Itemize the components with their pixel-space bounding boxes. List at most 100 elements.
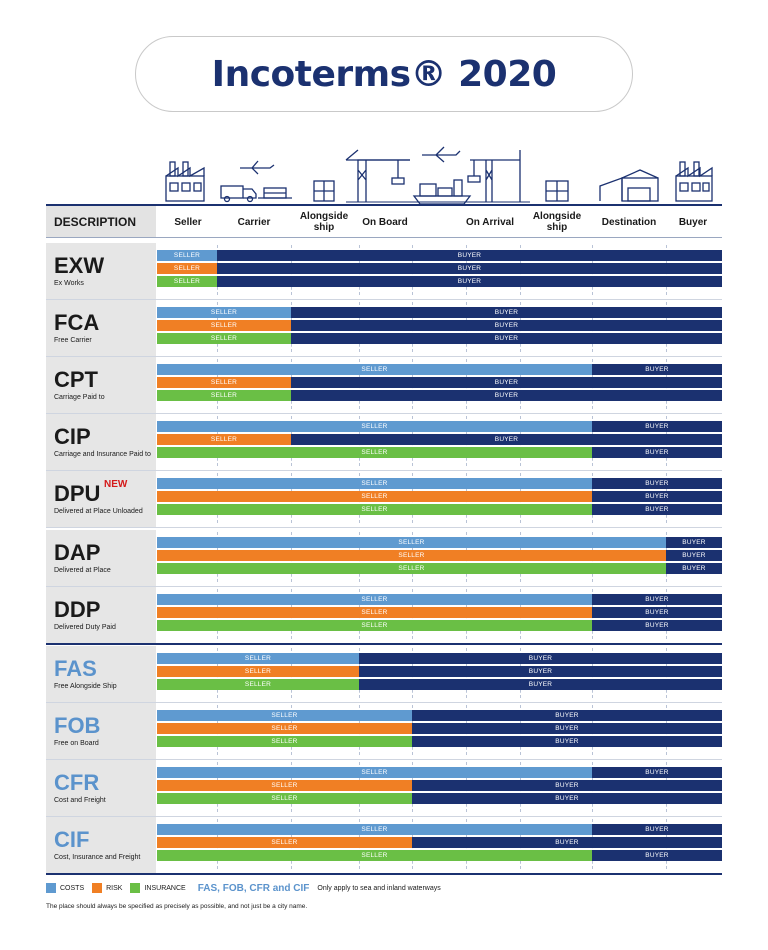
risk-seller-bar: SELLER <box>157 607 592 618</box>
costs-buyer-bar: BUYER <box>412 710 722 721</box>
column-seller: Seller <box>174 216 202 228</box>
risk-seller-bar: SELLER <box>157 377 291 388</box>
term-code: DDP <box>54 597 101 622</box>
term-full-name: Free on Board <box>54 740 99 747</box>
risk-buyer-bar: BUYER <box>217 263 722 274</box>
term-code: EXW <box>54 253 105 278</box>
costs-seller-bar: SELLER <box>157 767 592 778</box>
insurance-buyer-bar: BUYER <box>592 620 722 631</box>
costs-swatch <box>46 883 56 893</box>
insurance-seller-bar: SELLER <box>157 390 291 401</box>
sea-terms-divider <box>46 643 722 645</box>
costs-buyer-bar: BUYER <box>592 364 722 375</box>
risk-seller-bar: SELLER <box>157 837 412 848</box>
risk-seller-bar: SELLER <box>157 780 412 791</box>
insurance-seller-bar: SELLER <box>157 620 592 631</box>
column-alongside-ship: Alongside ship <box>299 211 349 233</box>
container-stack-icon <box>313 180 335 202</box>
row-separator <box>46 586 722 587</box>
costs-buyer-bar: BUYER <box>592 478 722 489</box>
risk-buyer-bar: BUYER <box>592 607 722 618</box>
risk-seller-bar: SELLER <box>157 550 666 561</box>
insurance-seller-bar: SELLER <box>157 276 217 287</box>
term-label-cell: FAS Free Alongside Ship <box>46 646 156 702</box>
costs-seller-bar: SELLER <box>157 710 412 721</box>
new-badge: NEW <box>104 479 128 490</box>
row-separator <box>46 413 722 414</box>
insurance-seller-bar: SELLER <box>157 850 592 861</box>
term-label-cell: DPU NEW Delivered at Place Unloaded <box>46 471 156 527</box>
logistics-illustration <box>165 146 713 204</box>
column-destination: Destination <box>601 216 657 228</box>
term-code: CPT <box>54 367 98 392</box>
costs-buyer-bar: BUYER <box>592 824 722 835</box>
insurance-seller-bar: SELLER <box>157 563 666 574</box>
term-full-name: Delivered at Place Unloaded <box>54 508 143 515</box>
factory-icon <box>165 161 205 202</box>
insurance-buyer-bar: BUYER <box>592 447 722 458</box>
costs-seller-bar: SELLER <box>157 594 592 605</box>
risk-seller-bar: SELLER <box>157 666 359 677</box>
term-label-cell: CIF Cost, Insurance and Freight <box>46 817 156 873</box>
insurance-buyer-bar: BUYER <box>291 333 722 344</box>
table-bottom-border <box>46 873 722 875</box>
risk-buyer-bar: BUYER <box>291 377 722 388</box>
costs-seller-bar: SELLER <box>157 824 592 835</box>
row-separator <box>46 470 722 471</box>
costs-seller-bar: SELLER <box>157 537 666 548</box>
warehouse-icon <box>599 169 659 202</box>
risk-buyer-bar: BUYER <box>291 320 722 331</box>
column-buyer: Buyer <box>678 216 708 228</box>
risk-buyer-bar: BUYER <box>592 491 722 502</box>
term-row-cfr: CFR Cost and Freight SELLER BUYER SELLER BUYE… <box>46 760 722 816</box>
risk-seller-bar: SELLER <box>157 723 412 734</box>
risk-buyer-bar: BUYER <box>291 434 722 445</box>
term-label-cell: EXW Ex Works <box>46 243 156 299</box>
insurance-seller-bar: SELLER <box>157 333 291 344</box>
legend-insurance: INSURANCE <box>130 883 186 893</box>
insurance-buyer-bar: BUYER <box>412 736 722 747</box>
term-label-cell: CFR Cost and Freight <box>46 760 156 816</box>
costs-seller-bar: SELLER <box>157 478 592 489</box>
risk-buyer-bar: BUYER <box>666 550 722 561</box>
term-code: CIP <box>54 424 91 449</box>
term-code: DPU <box>54 481 101 506</box>
crane-icon <box>345 149 410 202</box>
term-row-cip: CIP Carriage and Insurance Paid to SELLER B… <box>46 414 722 470</box>
costs-buyer-bar: BUYER <box>666 537 722 548</box>
term-row-fas: FAS Free Alongside Ship SELLER BUYER SELLER B… <box>46 646 722 702</box>
row-separator <box>46 759 722 760</box>
term-full-name: Ex Works <box>54 280 84 287</box>
term-row-fob: FOB Free on Board SELLER BUYER SELLER BUYER SE… <box>46 703 722 759</box>
legend-sea-terms: FAS, FOB, CFR and CIF <box>197 882 310 894</box>
airplane-icon <box>240 160 275 175</box>
column-on-board: On Board <box>362 216 408 228</box>
insurance-buyer-bar: BUYER <box>291 390 722 401</box>
insurance-swatch <box>130 883 141 893</box>
row-separator <box>46 702 722 703</box>
term-full-name: Delivered at Place <box>54 567 111 574</box>
costs-buyer-bar: BUYER <box>592 594 722 605</box>
risk-seller-bar: SELLER <box>157 263 217 274</box>
insurance-buyer-bar: BUYER <box>592 850 722 861</box>
container-stack-icon <box>258 187 292 199</box>
row-separator <box>46 299 722 300</box>
insurance-seller-bar: SELLER <box>157 736 412 747</box>
description-header: DESCRIPTION <box>46 206 156 237</box>
crane-icon <box>467 150 521 202</box>
costs-buyer-bar: BUYER <box>291 307 722 318</box>
term-label-cell: FCA Free Carrier <box>46 300 156 356</box>
costs-seller-bar: SELLER <box>157 364 592 375</box>
term-full-name: Cost, Insurance and Freight <box>54 854 141 861</box>
costs-buyer-bar: BUYER <box>217 250 722 261</box>
airplane-icon <box>422 146 461 163</box>
legend: COSTS RISK INSURANCE FAS, FOB, CFR and C… <box>46 881 441 895</box>
term-code: FAS <box>54 656 97 681</box>
costs-seller-bar: SELLER <box>157 653 359 664</box>
risk-swatch <box>92 883 103 893</box>
costs-buyer-bar: BUYER <box>592 767 722 778</box>
costs-buyer-bar: BUYER <box>359 653 722 664</box>
row-separator <box>46 356 722 357</box>
column-header-row: DESCRIPTION Seller Carrier Alongside shi… <box>46 204 722 238</box>
container-stack-icon <box>545 180 569 202</box>
